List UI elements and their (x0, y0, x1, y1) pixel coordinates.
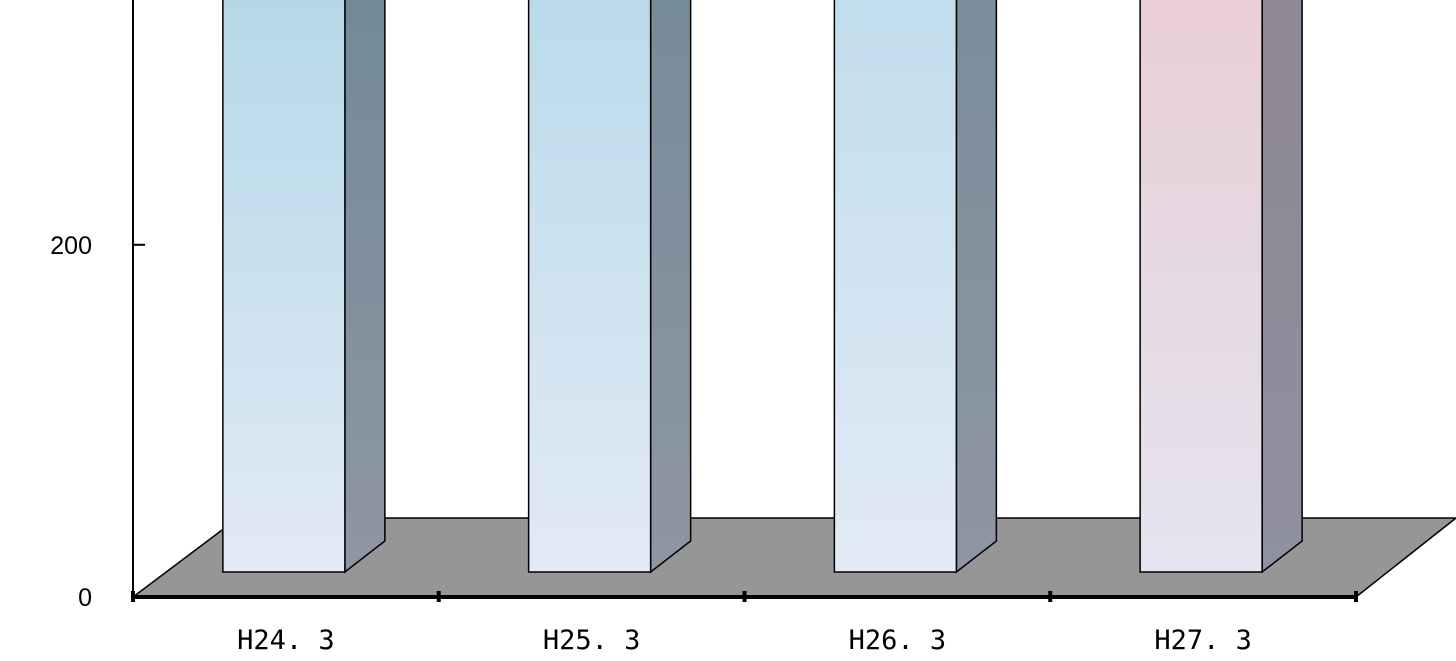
bar-front-face (833, 0, 958, 573)
bar-side-face (1261, 0, 1303, 574)
bar-front-face (527, 0, 652, 573)
bar-side-face (955, 0, 998, 574)
x-tick-label: H25. 3 (543, 625, 641, 656)
bar-side-face (649, 0, 692, 574)
bar (527, 0, 692, 574)
bar-front-face (222, 0, 346, 573)
x-tick-label: H26. 3 (849, 625, 947, 656)
bar-front-face (1139, 0, 1263, 573)
x-tick-label: H24. 3 (237, 625, 335, 656)
axis-layer: 02004006008001,0001,2001,4001,6001,800H2… (50, 0, 1358, 656)
x-tick-label: H27. 3 (1154, 625, 1252, 656)
bar (222, 0, 386, 574)
bar (1139, 0, 1303, 574)
bars-layer (222, 0, 1303, 574)
y-tick-label: 200 (50, 232, 92, 260)
bar-side-face (344, 0, 386, 574)
bar (833, 0, 998, 574)
y-tick-label: 0 (78, 584, 92, 612)
